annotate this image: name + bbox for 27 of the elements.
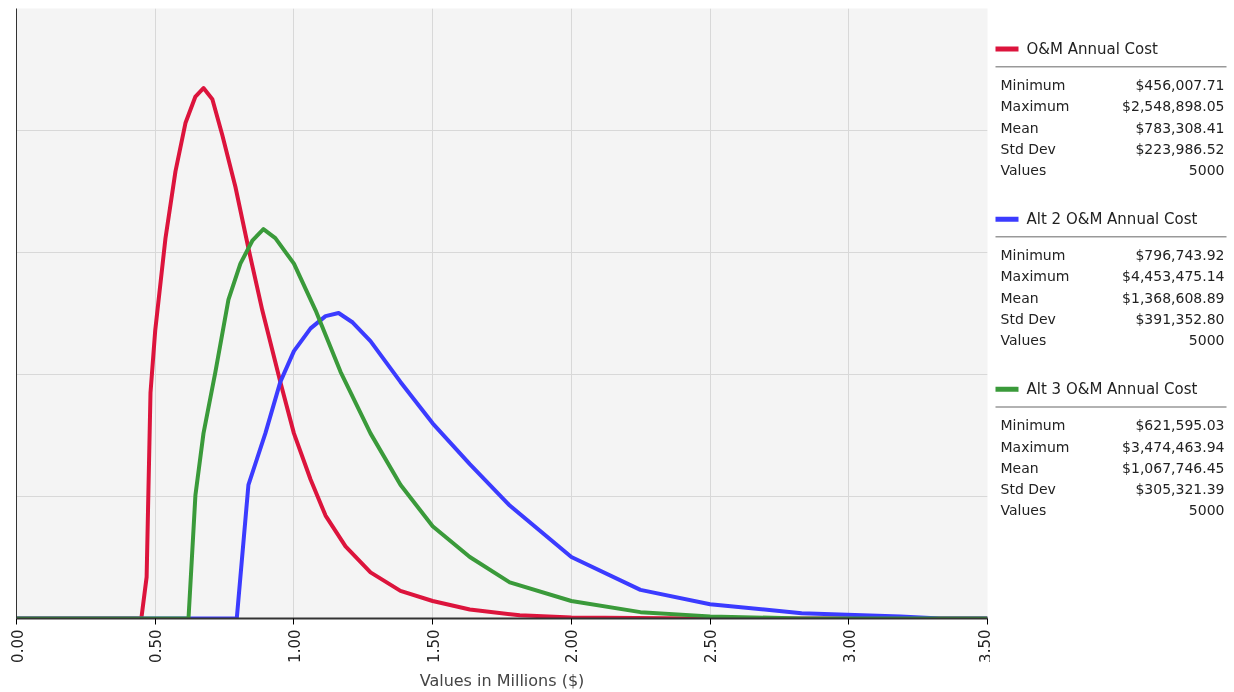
x-axis-title: Values in Millions ($): [419, 670, 585, 690]
text: Mean $1,067,746.45: [1000, 459, 1225, 476]
x-tick-label: 1.50: [424, 629, 443, 663]
x-tick-label: 3.00: [840, 629, 859, 663]
legend-label: Alt 2 O&M Annual Cost: [1026, 210, 1198, 229]
text: Std Dev $391,352.80: [1000, 310, 1225, 327]
x-tick-label: 2.50: [702, 629, 721, 663]
legend-label: O&M Annual Cost: [1026, 40, 1159, 59]
text: Values 5000: [1000, 331, 1225, 348]
x-tick-label: 0.00: [8, 629, 27, 663]
text: Values 5000: [1000, 161, 1225, 178]
x-tick-label: 0.50: [147, 629, 166, 663]
x-tick-label: 3.50: [976, 629, 995, 663]
text: Std Dev $305,321.39: [1000, 480, 1225, 497]
text: Minimum $456,007.71: [1000, 77, 1225, 94]
text: Mean $1,368,608.89: [1000, 289, 1225, 306]
x-tick-label: 2.00: [563, 629, 582, 663]
x-tick-label: 1.00: [285, 629, 304, 663]
text: Mean $783,308.41: [1000, 119, 1225, 136]
text: Minimum $621,595.03: [1000, 417, 1225, 434]
text: Minimum $796,743.92: [1000, 247, 1225, 264]
legend-label: Alt 3 O&M Annual Cost: [1026, 380, 1198, 399]
text: Maximum $4,453,475.14: [1000, 268, 1225, 285]
text: Std Dev $223,986.52: [1000, 140, 1225, 157]
text: Values 5000: [1000, 502, 1225, 519]
text: Maximum $3,474,463.94: [1000, 438, 1225, 455]
text: Maximum $2,548,898.05: [1000, 98, 1225, 115]
